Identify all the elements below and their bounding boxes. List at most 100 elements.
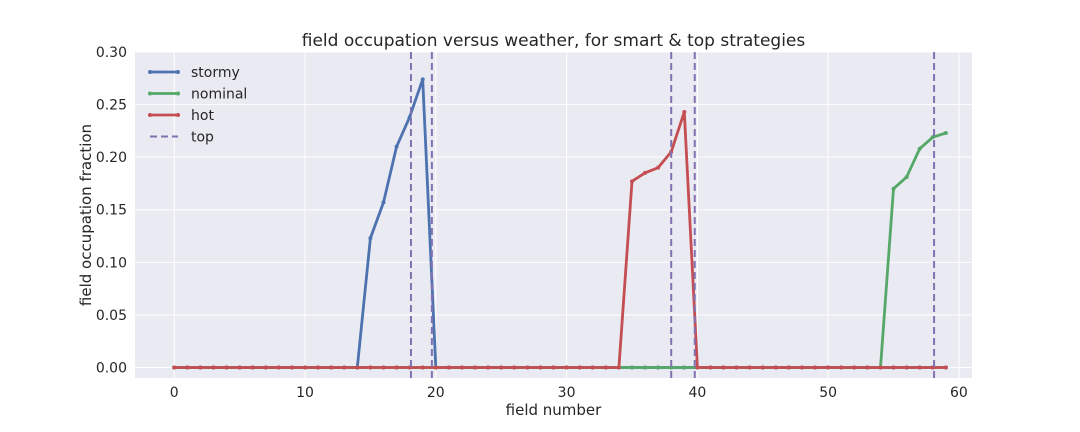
data-point-hot [368, 365, 373, 370]
grid [135, 51, 972, 378]
legend-marker-nominal [148, 91, 152, 96]
series-line-hot [174, 110, 946, 369]
y-tick-label: 0.00 [96, 360, 127, 376]
data-point-hot [943, 365, 948, 370]
data-point-hot [643, 170, 648, 175]
series-layer [172, 52, 948, 378]
data-point-hot [250, 365, 255, 370]
legend-label-top: top [191, 130, 214, 146]
data-point-hot [682, 109, 687, 114]
legend-label-stormy: stormy [191, 65, 240, 81]
legend-marker-stormy [148, 70, 152, 74]
data-point-hot [695, 365, 700, 370]
data-point-hot [303, 365, 308, 370]
data-point-hot [590, 365, 595, 370]
data-point-stormy [368, 236, 373, 241]
data-point-nominal [917, 146, 922, 151]
legend-marker-hot [148, 113, 152, 117]
data-point-hot [773, 365, 778, 370]
data-point-hot [473, 365, 478, 370]
data-point-hot [316, 365, 321, 370]
data-point-hot [734, 365, 739, 370]
data-point-hot [852, 365, 857, 370]
data-point-hot [329, 365, 334, 370]
data-point-hot [499, 365, 504, 370]
data-point-hot [603, 365, 608, 370]
data-point-nominal [930, 135, 935, 140]
data-point-nominal [891, 186, 896, 191]
y-tick-label: 0.15 [96, 203, 127, 219]
data-point-nominal [656, 365, 661, 370]
data-point-hot [394, 365, 399, 370]
legend: stormy nominal hot top [148, 65, 247, 146]
data-point-hot [786, 365, 791, 370]
x-tick-label: 20 [427, 385, 445, 401]
data-point-hot [551, 365, 556, 370]
data-point-stormy [394, 144, 399, 149]
y-tick-label: 0.10 [96, 255, 127, 271]
data-point-hot [224, 365, 229, 370]
x-tick-label: 30 [558, 385, 576, 401]
x-tick-label: 60 [950, 385, 968, 401]
y-tick-label: 0.25 [96, 98, 127, 114]
data-point-hot [564, 365, 569, 370]
data-point-hot [185, 365, 190, 370]
data-point-hot [433, 365, 438, 370]
legend-marker-hot [176, 113, 180, 117]
data-point-hot [577, 365, 582, 370]
data-point-hot [904, 365, 909, 370]
y-tick-label: 0.20 [96, 150, 127, 166]
data-point-hot [629, 179, 634, 184]
data-point-hot [721, 365, 726, 370]
x-tick-label: 40 [688, 385, 706, 401]
data-point-hot [342, 365, 347, 370]
x-tick-label: 10 [296, 385, 314, 401]
data-point-hot [237, 365, 242, 370]
data-point-hot [276, 365, 281, 370]
legend-label-nominal: nominal [191, 87, 247, 103]
data-point-hot [211, 365, 216, 370]
data-point-nominal [629, 365, 634, 370]
data-point-hot [656, 165, 661, 170]
data-point-hot [891, 365, 896, 370]
x-tick-label: 0 [170, 385, 179, 401]
data-point-hot [420, 365, 425, 370]
data-point-hot [172, 365, 177, 370]
data-point-hot [381, 365, 386, 370]
data-point-hot [826, 365, 831, 370]
data-point-stormy [381, 200, 386, 205]
x-axis-label: field number [506, 401, 603, 419]
chart-title: field occupation versus weather, for sma… [302, 31, 806, 51]
data-point-hot [446, 365, 451, 370]
data-point-hot [459, 365, 464, 370]
data-point-hot [289, 365, 294, 370]
data-point-hot [813, 365, 818, 370]
y-tick-label: 0.05 [96, 308, 127, 324]
data-point-hot [760, 365, 765, 370]
data-point-hot [525, 365, 530, 370]
data-point-hot [512, 365, 517, 370]
legend-marker-nominal [176, 91, 180, 96]
data-point-hot [917, 365, 922, 370]
plot-area [135, 52, 972, 378]
data-point-hot [708, 365, 713, 370]
data-point-hot [486, 365, 491, 370]
y-tick-label: 0.30 [96, 45, 127, 61]
data-point-hot [616, 365, 621, 370]
data-point-hot [538, 365, 543, 370]
data-point-hot [878, 365, 883, 370]
data-point-hot [865, 365, 870, 370]
data-point-hot [747, 365, 752, 370]
data-point-stormy [420, 77, 425, 82]
y-axis-label: field occupation fraction [77, 124, 95, 306]
data-point-nominal [643, 365, 648, 370]
data-point-hot [198, 365, 203, 370]
data-point-nominal [904, 175, 909, 180]
ticks: 0 10 20 30 40 50 60 0.00 0.05 0.10 0.15 0.20 0.25 0.3… [96, 45, 968, 401]
legend-label-hot: hot [191, 108, 214, 124]
x-tick-label: 50 [819, 385, 837, 401]
data-point-hot [263, 365, 268, 370]
data-point-nominal [682, 365, 687, 370]
data-point-hot [839, 365, 844, 370]
